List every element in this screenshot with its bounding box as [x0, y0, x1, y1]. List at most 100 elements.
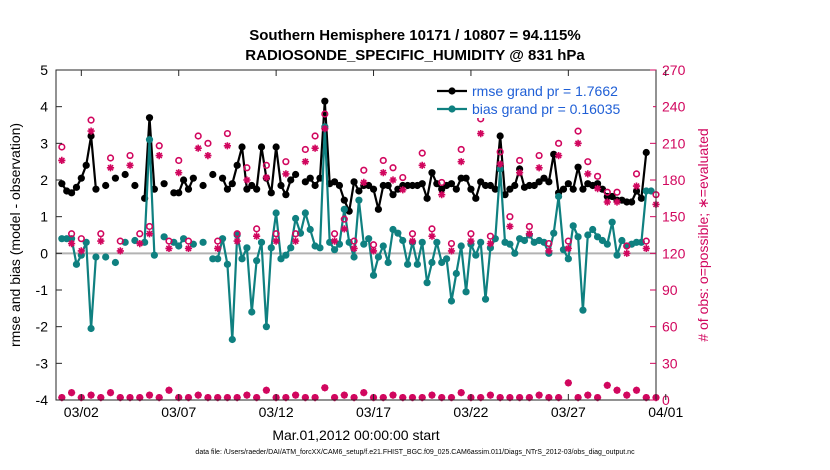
obs-evaluated-marker [603, 198, 611, 206]
data-point-bias [369, 271, 378, 279]
data-point-rmse [569, 185, 577, 193]
obs-possible-marker-low [535, 391, 543, 399]
obs-evaluated-marker [321, 125, 329, 133]
obs-possible-marker [350, 237, 358, 245]
data-point-rmse [467, 185, 475, 193]
data-point-bias [404, 260, 412, 268]
obs-evaluated-marker-low [506, 394, 514, 402]
obs-evaluated-marker [165, 244, 173, 252]
series-line-rmse [60, 135, 97, 195]
data-point-rmse [423, 194, 431, 202]
obs-possible-marker-low [623, 391, 631, 399]
obs-possible-marker [243, 164, 251, 172]
obs-evaluated-marker [301, 158, 309, 166]
data-point-rmse [491, 185, 499, 193]
data-point-rmse [82, 161, 90, 169]
obs-evaluated-marker-low [253, 394, 261, 402]
obs-possible-marker [496, 148, 504, 156]
data-point-bias [428, 258, 436, 267]
obs-possible-marker-low [292, 391, 300, 399]
data-point-bias [360, 240, 368, 248]
data-point-bias [589, 225, 597, 234]
data-point-bias [511, 249, 519, 257]
obs-evaluated-marker-low [87, 391, 95, 399]
data-point-bias [253, 257, 261, 265]
data-point-bias [223, 260, 232, 268]
data-point-rmse [282, 191, 290, 199]
obs-possible-marker-low [584, 391, 592, 399]
data-point-rmse [77, 174, 85, 182]
obs-evaluated-marker-low [184, 394, 193, 402]
obs-evaluated-marker [87, 127, 95, 135]
y-tick-label-left: -3 [36, 355, 49, 371]
data-point-bias [520, 236, 529, 245]
obs-evaluated-marker-low [564, 379, 572, 387]
obs-possible-marker-low [613, 386, 621, 394]
y-tick-label-left: 4 [40, 99, 48, 115]
obs-evaluated-marker-low [477, 394, 485, 402]
obs-possible-marker-low [107, 389, 115, 397]
data-point-rmse [632, 187, 641, 195]
data-point-bias [257, 238, 266, 246]
data-point-bias [248, 308, 256, 316]
data-point-rmse [511, 181, 519, 190]
obs-possible-marker [145, 222, 154, 231]
obs-evaluated-marker [77, 247, 85, 255]
obs-evaluated-marker-low [389, 391, 397, 399]
obs-possible-marker [136, 230, 144, 238]
x-tick-label: 03/27 [551, 404, 586, 420]
y-tick-label-right: 210 [662, 135, 686, 151]
obs-evaluated-marker-low [331, 394, 339, 402]
x-tick-label: 03/07 [161, 404, 196, 420]
data-point-rmse [462, 174, 470, 182]
data-point-rmse [321, 97, 329, 105]
data-point-rmse [267, 189, 275, 197]
data-point-rmse [628, 198, 636, 206]
data-point-rmse [355, 187, 363, 195]
obs-evaluated-marker-low [292, 391, 300, 399]
data-point-bias [160, 233, 168, 241]
obs-possible-marker [428, 225, 436, 233]
obs-evaluated-marker [262, 174, 270, 182]
data-point-bias [618, 236, 626, 245]
data-point-rmse [184, 185, 193, 193]
obs-evaluated-marker-low [613, 386, 621, 394]
obs-evaluated-marker-low [243, 391, 251, 399]
obs-evaluated-marker-low [233, 394, 241, 402]
data-point-bias [228, 335, 236, 344]
obs-evaluated-marker-low [360, 389, 368, 397]
obs-evaluated-marker [379, 169, 387, 177]
x-tick-label: 04/01 [648, 404, 683, 420]
obs-possible-marker [330, 230, 339, 238]
data-point-bias [374, 253, 383, 261]
obs-evaluated-marker [369, 247, 378, 255]
data-point-rmse [228, 180, 236, 188]
data-point-rmse [160, 180, 168, 188]
y-tick-label-right: 270 [662, 62, 686, 78]
obs-evaluated-marker [175, 169, 183, 177]
obs-possible-marker [545, 239, 553, 248]
data-point-rmse [87, 132, 95, 140]
legend-label-bias: bias grand pr = 0.16035 [472, 101, 620, 117]
obs-evaluated-marker-low [58, 394, 66, 402]
obs-possible-marker [516, 156, 524, 165]
x-tick-label: 03/02 [64, 404, 99, 420]
obs-evaluated-marker [457, 158, 465, 166]
obs-evaluated-marker-low [126, 394, 134, 402]
y-tick-label-right: 180 [662, 172, 686, 188]
obs-evaluated-marker [116, 247, 124, 255]
obs-possible-marker-low [603, 381, 611, 389]
data-point-rmse [642, 148, 650, 157]
obs-evaluated-marker [145, 230, 154, 238]
obs-evaluated-marker [282, 170, 290, 178]
data-point-rmse [559, 185, 568, 193]
data-point-bias [262, 323, 270, 331]
data-point-bias [330, 246, 339, 254]
obs-evaluated-marker-low [408, 394, 417, 402]
obs-evaluated-marker-low [399, 394, 407, 402]
obs-evaluated-marker [233, 237, 241, 245]
data-point-bias [150, 251, 158, 259]
obs-evaluated-marker [399, 186, 407, 194]
y-tick-label-left: 2 [40, 172, 48, 188]
